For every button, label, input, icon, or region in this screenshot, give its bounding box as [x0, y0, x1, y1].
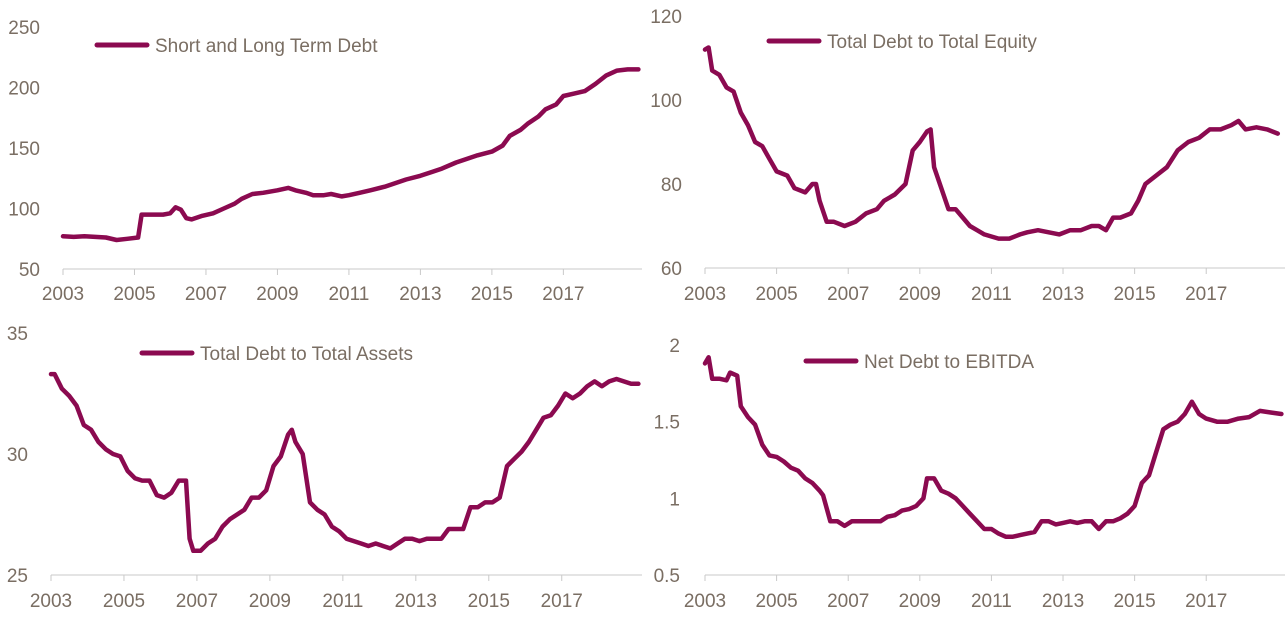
x-tick-label: 2005 — [755, 284, 797, 305]
y-tick-label: 100 — [8, 200, 40, 221]
y-tick-label: 100 — [650, 91, 682, 112]
y-tick-label: 250 — [8, 18, 40, 39]
x-tick-label: 2009 — [249, 591, 291, 612]
legend: Total Debt to Total Assets — [139, 344, 413, 365]
x-tick-label: 2005 — [103, 591, 145, 612]
y-tick-label: 1 — [669, 489, 680, 510]
y-tick-label: 25 — [7, 566, 28, 587]
x-tick-label: 2005 — [113, 284, 155, 305]
x-tick-label: 2009 — [899, 591, 941, 612]
x-tick-label: 2007 — [827, 284, 869, 305]
x-tick-label: 2017 — [541, 591, 583, 612]
x-tick-label: 2009 — [256, 284, 298, 305]
x-tick-label: 2013 — [399, 284, 441, 305]
y-tick-label: 200 — [8, 79, 40, 100]
x-tick-label: 2003 — [684, 591, 726, 612]
x-tick-label: 2003 — [684, 284, 726, 305]
x-tick-label: 2011 — [971, 284, 1012, 305]
y-tick-label: 35 — [7, 324, 28, 345]
legend: Net Debt to EBITDA — [803, 352, 1034, 373]
x-tick-label: 2015 — [1113, 591, 1155, 612]
x-tick-label: 2013 — [395, 591, 437, 612]
y-tick-label: 0.5 — [654, 566, 680, 587]
x-tick-label: 2015 — [1113, 284, 1155, 305]
chart-panel-1: 2003 2005 2007 2009 2011 2013 2015 2017 50 100 150… — [8, 18, 642, 305]
chart-panel-3: 2003 2005 2007 2009 2011 2013 2015 2017 25 30 35 To… — [7, 324, 642, 612]
chart-panel-4: 2003 2005 2007 2009 2011 2013 2015 2017 0.5 1 1.5 2… — [654, 336, 1285, 612]
x-tick-label: 2017 — [1185, 284, 1227, 305]
x-tick-label: 2003 — [42, 284, 84, 305]
x-tick-label: 2013 — [1042, 284, 1084, 305]
chart-panel-2: 2003 2005 2007 2009 2011 2013 2015 2017 60 80 100 1… — [650, 7, 1285, 305]
y-tick-label: 2 — [669, 336, 680, 357]
y-tick-label: 50 — [19, 260, 40, 281]
legend-label: Total Debt to Total Assets — [200, 344, 413, 365]
x-tick-label: 2015 — [468, 591, 510, 612]
legend: Total Debt to Total Equity — [766, 32, 1037, 53]
series-line — [48, 371, 641, 554]
x-tick-label: 2007 — [176, 591, 218, 612]
legend-label: Total Debt to Total Equity — [827, 32, 1037, 53]
x-tick-label: 2005 — [755, 591, 797, 612]
y-tick-label: 80 — [661, 175, 682, 196]
series-line — [60, 67, 641, 243]
x-tick-label: 2007 — [827, 591, 869, 612]
legend-label: Net Debt to EBITDA — [864, 352, 1034, 373]
x-tick-label: 2013 — [1042, 591, 1084, 612]
x-tick-label: 2011 — [971, 591, 1012, 612]
y-tick-label: 150 — [8, 139, 40, 160]
y-tick-label: 30 — [7, 445, 28, 466]
y-tick-label: 60 — [661, 259, 682, 280]
x-tick-label: 2017 — [542, 284, 584, 305]
x-tick-label: 2015 — [471, 284, 513, 305]
y-tick-label: 1.5 — [654, 413, 680, 434]
x-tick-label: 2011 — [328, 284, 369, 305]
series-line — [702, 45, 1281, 241]
legend-label: Short and Long Term Debt — [155, 36, 378, 57]
x-tick-label: 2017 — [1185, 591, 1227, 612]
x-tick-label: 2009 — [899, 284, 941, 305]
x-tick-label: 2007 — [185, 284, 227, 305]
x-tick-label: 2011 — [322, 591, 363, 612]
legend: Short and Long Term Debt — [94, 36, 378, 57]
x-tick-label: 2003 — [30, 591, 72, 612]
y-tick-label: 120 — [650, 7, 682, 28]
series-line — [702, 355, 1284, 539]
